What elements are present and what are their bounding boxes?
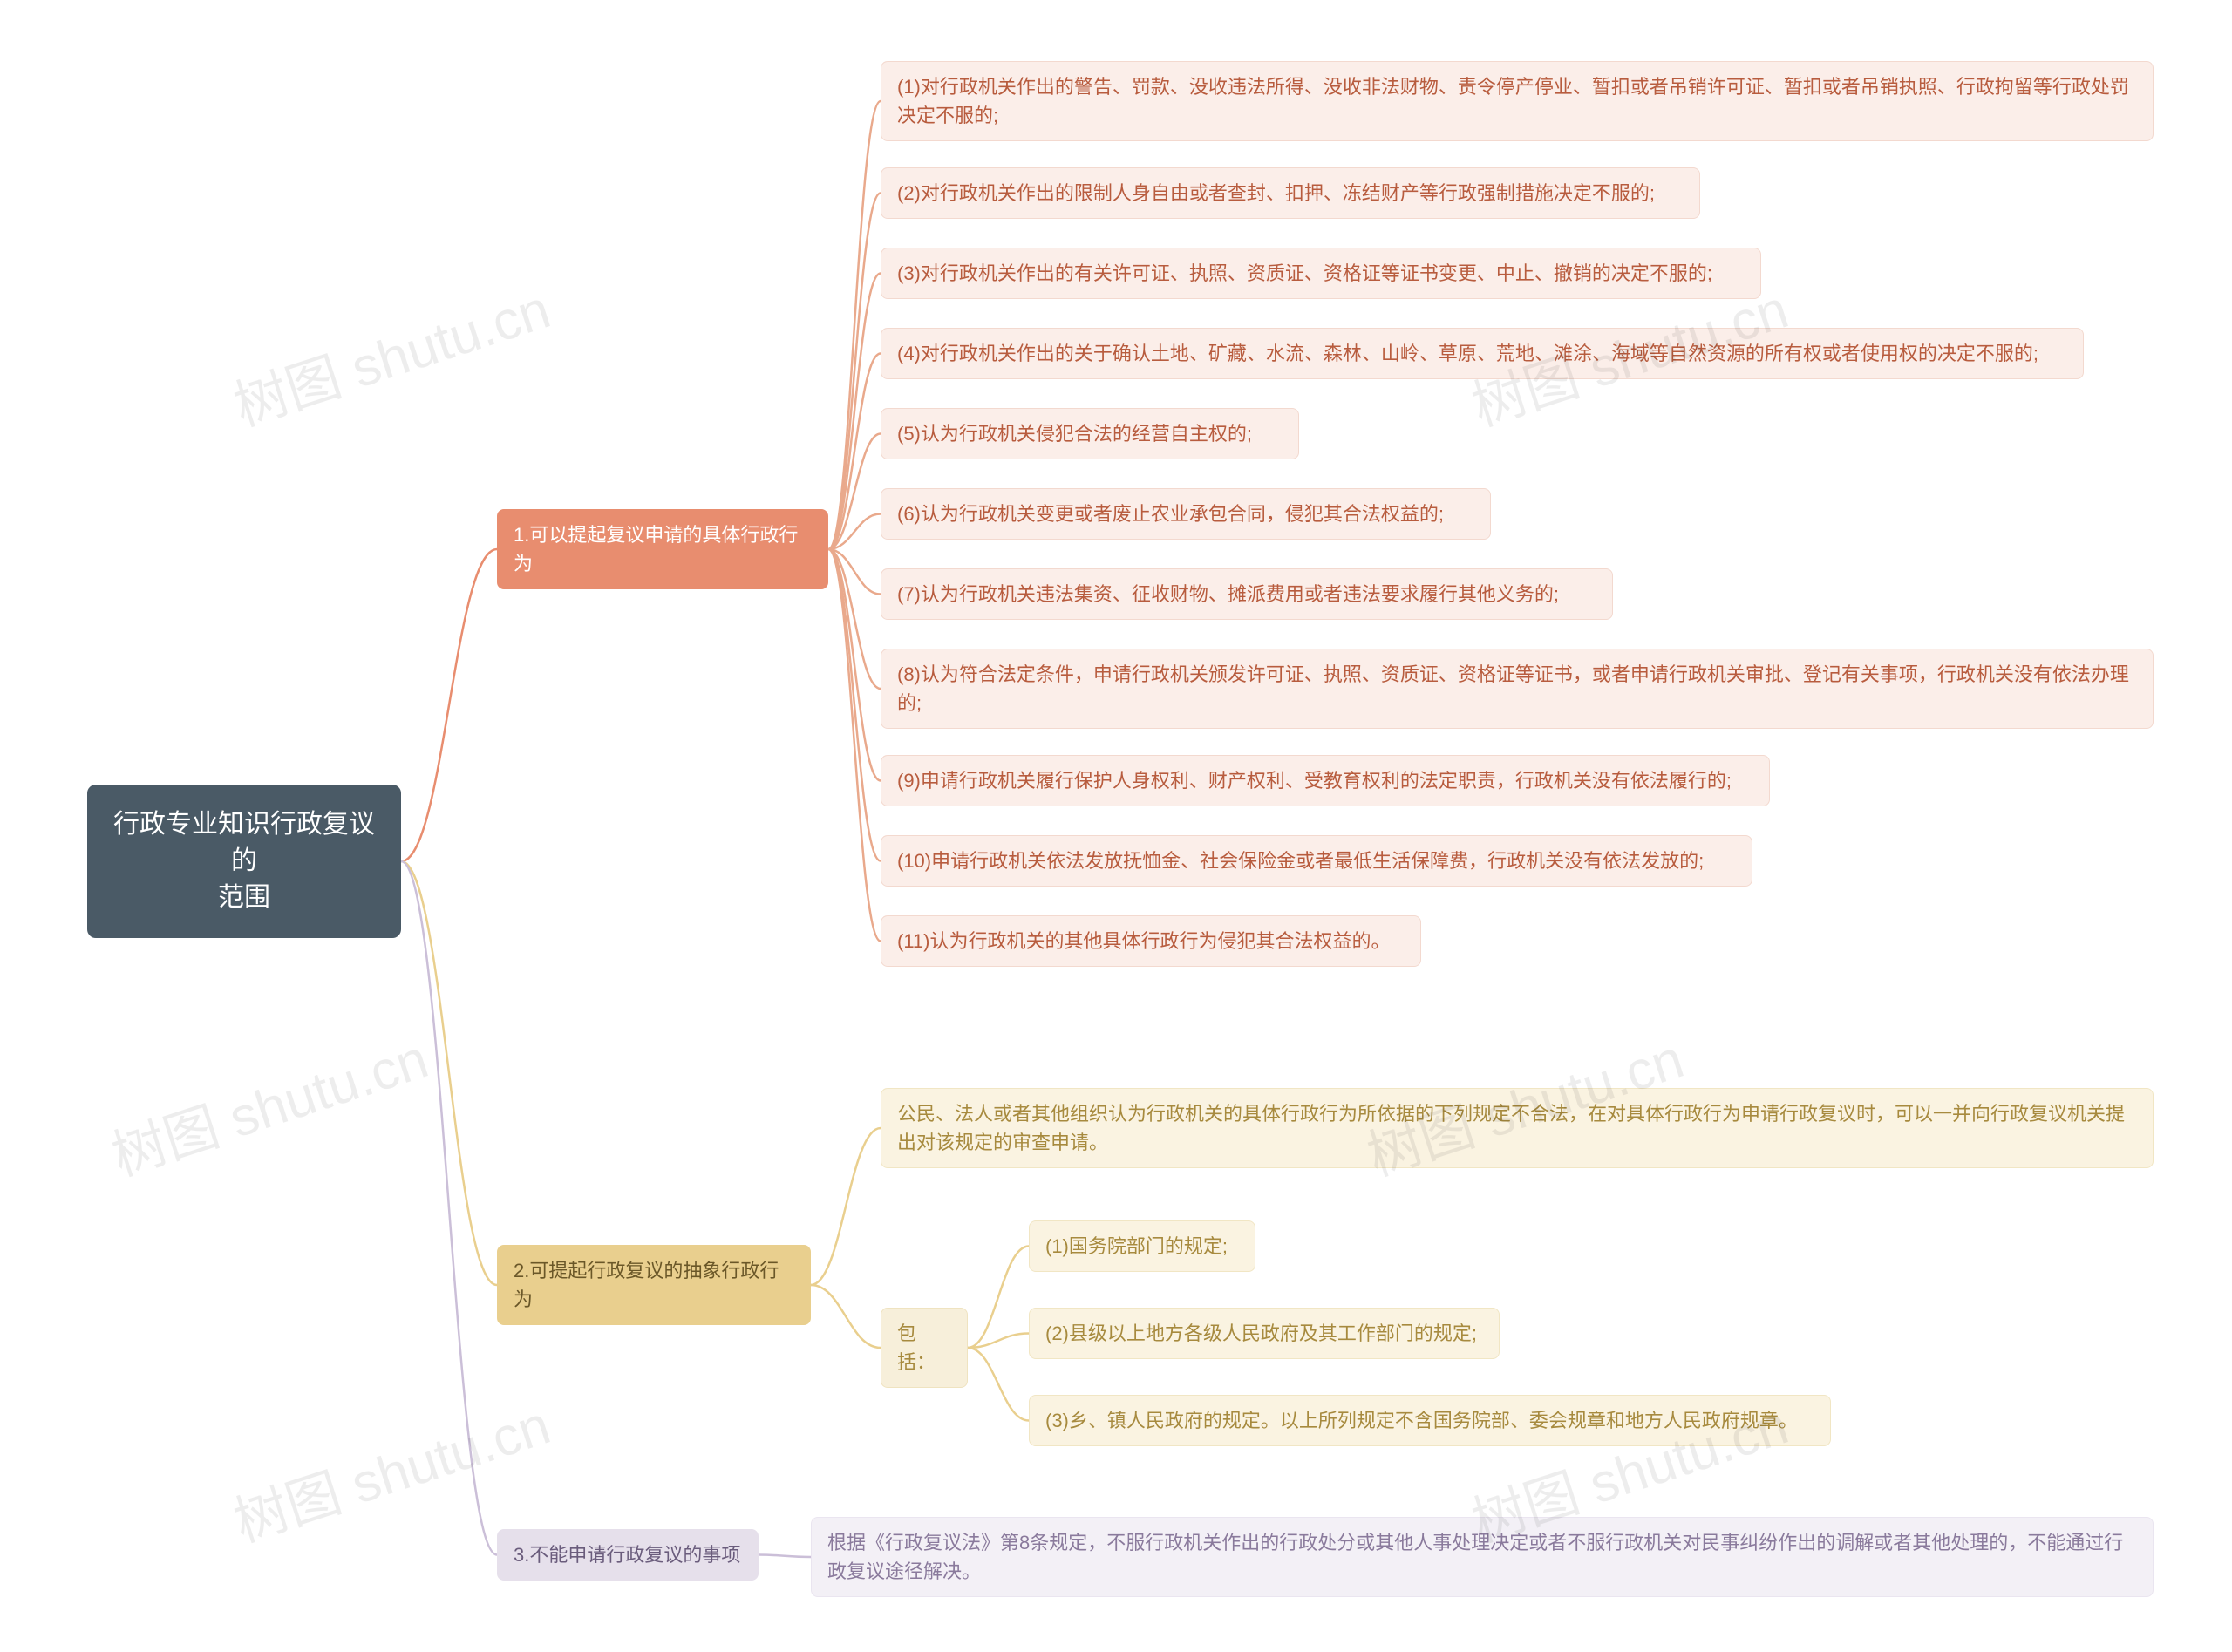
node-f1: 根据《行政复议法》第8条规定，不服行政机关作出的行政处分或其他人事处理决定或者不… xyxy=(811,1517,2154,1597)
node-c8: (8)认为符合法定条件，申请行政机关颁发许可证、执照、资质证、资格证等证书，或者… xyxy=(881,649,2154,729)
watermark: 树图 shutu.cn xyxy=(100,1015,436,1191)
node-d1: 公民、法人或者其他组织认为行政机关的具体行政行为所依据的下列规定不合法，在对具体… xyxy=(881,1088,2154,1168)
node-b3: 3.不能申请行政复议的事项 xyxy=(497,1529,759,1581)
node-e2: (2)县级以上地方各级人民政府及其工作部门的规定; xyxy=(1029,1308,1500,1359)
node-b2: 2.可提起行政复议的抽象行政行为 xyxy=(497,1245,811,1325)
node-c7: (7)认为行政机关违法集资、征收财物、摊派费用或者违法要求履行其他义务的; xyxy=(881,568,1613,620)
watermark: 树图 shutu.cn xyxy=(222,265,558,441)
node-c5: (5)认为行政机关侵犯合法的经营自主权的; xyxy=(881,408,1299,459)
node-c2: (2)对行政机关作出的限制人身自由或者查封、扣押、冻结财产等行政强制措施决定不服… xyxy=(881,167,1700,219)
node-c3: (3)对行政机关作出的有关许可证、执照、资质证、资格证等证书变更、中止、撤销的决… xyxy=(881,248,1761,299)
node-e3: (3)乡、镇人民政府的规定。以上所列规定不含国务院部、委会规章和地方人民政府规章… xyxy=(1029,1395,1831,1446)
node-c11: (11)认为行政机关的其他具体行政行为侵犯其合法权益的。 xyxy=(881,915,1421,967)
node-c1: (1)对行政机关作出的警告、罚款、没收违法所得、没收非法财物、责令停产停业、暂扣… xyxy=(881,61,2154,141)
node-c4: (4)对行政机关作出的关于确认土地、矿藏、水流、森林、山岭、草原、荒地、滩涂、海… xyxy=(881,328,2084,379)
node-c6: (6)认为行政机关变更或者废止农业承包合同，侵犯其合法权益的; xyxy=(881,488,1491,540)
node-c9: (9)申请行政机关履行保护人身权利、财产权利、受教育权利的法定职责，行政机关没有… xyxy=(881,755,1770,806)
node-root: 行政专业知识行政复议的范围 xyxy=(87,785,401,938)
node-c10: (10)申请行政机关依法发放抚恤金、社会保险金或者最低生活保障费，行政机关没有依… xyxy=(881,835,1752,887)
node-e1: (1)国务院部门的规定; xyxy=(1029,1220,1256,1272)
node-b1: 1.可以提起复议申请的具体行政行为 xyxy=(497,509,828,589)
node-d2: 包括： xyxy=(881,1308,968,1388)
